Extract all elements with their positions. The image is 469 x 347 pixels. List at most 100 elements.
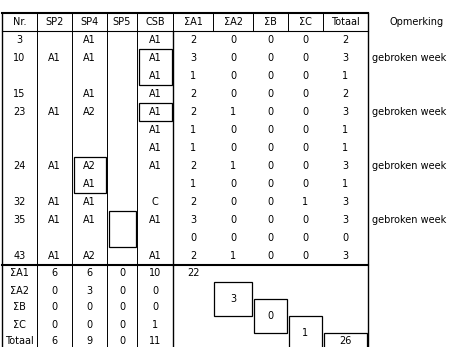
Text: 10: 10 xyxy=(14,53,26,63)
Text: 0: 0 xyxy=(86,320,92,330)
Text: A1: A1 xyxy=(48,215,61,225)
Text: 43: 43 xyxy=(14,251,26,261)
Text: 0: 0 xyxy=(267,197,273,207)
Text: ΣB: ΣB xyxy=(13,303,26,313)
Text: 0: 0 xyxy=(230,197,236,207)
Text: 0: 0 xyxy=(303,35,309,45)
Text: gebroken week: gebroken week xyxy=(372,107,446,117)
Text: A1: A1 xyxy=(83,89,96,99)
Text: 3: 3 xyxy=(86,286,92,296)
Text: 1: 1 xyxy=(342,143,348,153)
Text: 3: 3 xyxy=(342,197,348,207)
Text: A1: A1 xyxy=(48,107,61,117)
Text: Opmerking: Opmerking xyxy=(390,17,444,27)
Text: 0: 0 xyxy=(303,179,309,189)
Text: 0: 0 xyxy=(267,71,273,81)
Text: ΣA2: ΣA2 xyxy=(224,17,242,27)
Text: 0: 0 xyxy=(52,286,58,296)
Text: 1: 1 xyxy=(230,161,236,171)
Text: 0: 0 xyxy=(86,303,92,313)
Text: 0: 0 xyxy=(342,233,348,243)
Text: 0: 0 xyxy=(119,320,125,330)
Text: 2: 2 xyxy=(342,89,348,99)
Text: A1: A1 xyxy=(48,53,61,63)
Text: 32: 32 xyxy=(13,197,26,207)
Text: 1: 1 xyxy=(230,251,236,261)
Text: 0: 0 xyxy=(230,125,236,135)
Text: 3: 3 xyxy=(342,215,348,225)
Text: 0: 0 xyxy=(230,35,236,45)
Text: 0: 0 xyxy=(190,233,196,243)
Text: 0: 0 xyxy=(119,303,125,313)
Text: 0: 0 xyxy=(230,143,236,153)
Text: 1: 1 xyxy=(342,125,348,135)
Text: 0: 0 xyxy=(230,53,236,63)
Text: A1: A1 xyxy=(149,143,161,153)
Text: 0: 0 xyxy=(303,215,309,225)
Text: A1: A1 xyxy=(149,53,161,63)
Text: 6: 6 xyxy=(52,269,58,279)
Text: A1: A1 xyxy=(48,161,61,171)
Bar xyxy=(74,157,106,193)
Text: 1: 1 xyxy=(303,328,309,338)
Text: 0: 0 xyxy=(152,286,158,296)
Text: 0: 0 xyxy=(303,251,309,261)
Text: 1: 1 xyxy=(230,107,236,117)
Text: A1: A1 xyxy=(149,35,161,45)
Text: A1: A1 xyxy=(149,89,161,99)
Text: 1: 1 xyxy=(342,71,348,81)
Text: 0: 0 xyxy=(267,35,273,45)
Text: 0: 0 xyxy=(303,107,309,117)
Text: A1: A1 xyxy=(48,251,61,261)
Text: 11: 11 xyxy=(149,337,161,347)
Text: 3: 3 xyxy=(342,251,348,261)
Bar xyxy=(138,103,172,121)
Text: SP5: SP5 xyxy=(113,17,131,27)
Text: 3: 3 xyxy=(16,35,23,45)
Text: A1: A1 xyxy=(149,125,161,135)
Text: 3: 3 xyxy=(342,161,348,171)
Text: 1: 1 xyxy=(152,320,158,330)
Text: 9: 9 xyxy=(86,337,92,347)
Text: 0: 0 xyxy=(303,71,309,81)
Text: 2: 2 xyxy=(190,107,196,117)
Text: 0: 0 xyxy=(303,143,309,153)
Text: 0: 0 xyxy=(303,125,309,135)
Text: A2: A2 xyxy=(83,161,96,171)
Text: 0: 0 xyxy=(119,337,125,347)
Bar xyxy=(108,211,136,247)
Text: 0: 0 xyxy=(119,269,125,279)
Text: 0: 0 xyxy=(267,125,273,135)
Text: 0: 0 xyxy=(303,53,309,63)
Text: ΣB: ΣB xyxy=(264,17,277,27)
Bar xyxy=(138,49,172,85)
Text: Totaal: Totaal xyxy=(331,17,360,27)
Text: ΣA1: ΣA1 xyxy=(183,17,203,27)
Text: ΣC: ΣC xyxy=(13,320,26,330)
Text: 15: 15 xyxy=(13,89,26,99)
Text: C: C xyxy=(151,197,159,207)
Text: 0: 0 xyxy=(267,215,273,225)
Text: 0: 0 xyxy=(267,311,273,321)
Text: A1: A1 xyxy=(149,251,161,261)
Text: A1: A1 xyxy=(149,161,161,171)
Bar xyxy=(214,282,252,316)
Text: 0: 0 xyxy=(52,320,58,330)
Text: 0: 0 xyxy=(267,107,273,117)
Text: 2: 2 xyxy=(342,35,348,45)
Text: 0: 0 xyxy=(230,89,236,99)
Text: 23: 23 xyxy=(13,107,26,117)
Text: 0: 0 xyxy=(152,303,158,313)
Text: A1: A1 xyxy=(83,53,96,63)
Text: 0: 0 xyxy=(267,53,273,63)
Text: 0: 0 xyxy=(303,89,309,99)
Text: A2: A2 xyxy=(83,251,96,261)
Text: 0: 0 xyxy=(267,161,273,171)
Text: 3: 3 xyxy=(230,294,236,304)
Text: 2: 2 xyxy=(190,161,196,171)
Text: 2: 2 xyxy=(190,197,196,207)
Text: 0: 0 xyxy=(267,89,273,99)
Text: A1: A1 xyxy=(149,215,161,225)
Text: 0: 0 xyxy=(230,215,236,225)
Text: 1: 1 xyxy=(342,179,348,189)
